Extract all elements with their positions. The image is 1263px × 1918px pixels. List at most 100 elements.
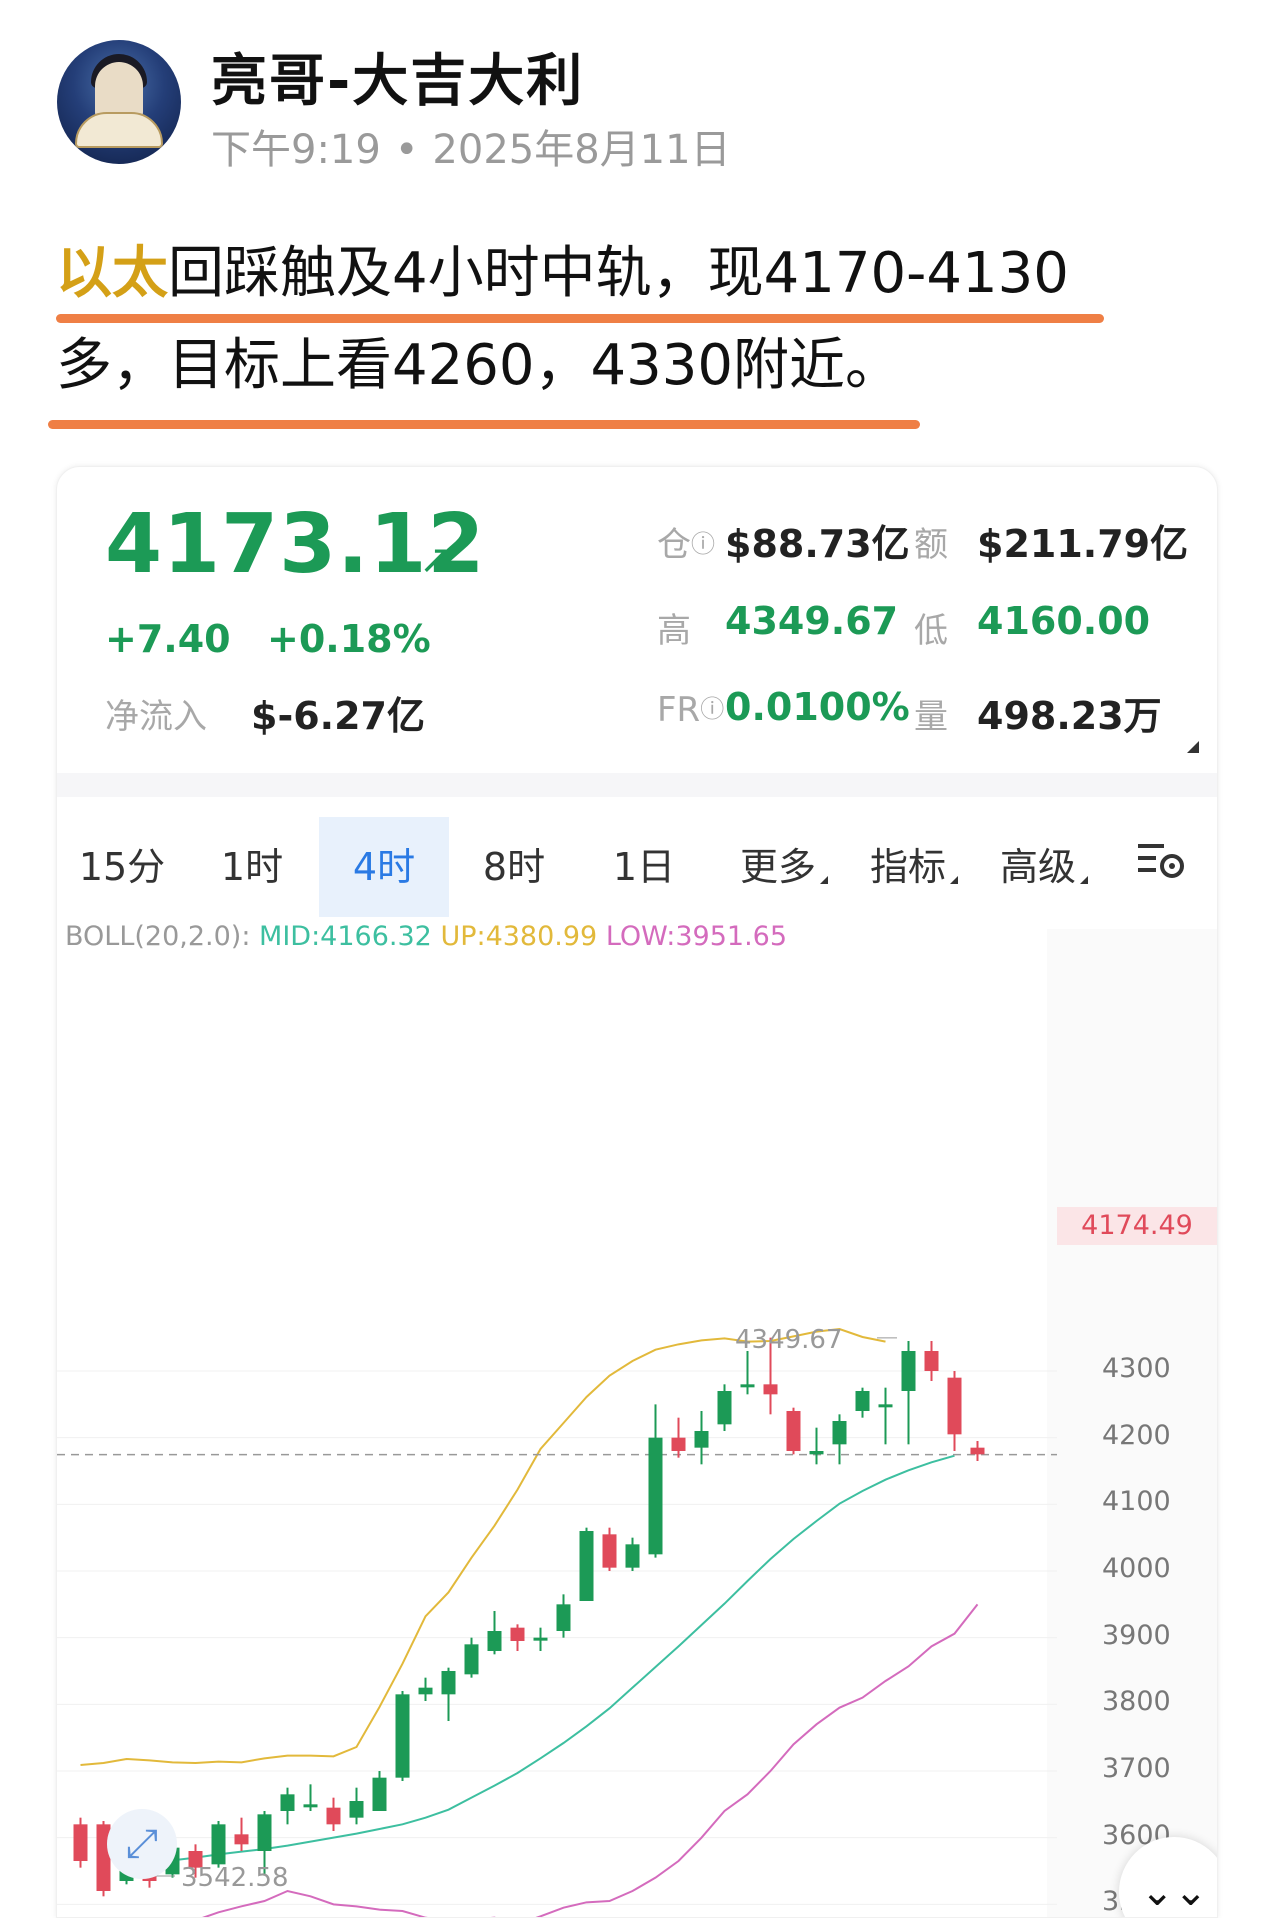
candle-body bbox=[441, 1671, 456, 1695]
info-icon[interactable]: ⓘ bbox=[691, 530, 715, 558]
candle-body bbox=[556, 1604, 571, 1631]
volume-label: 量 bbox=[914, 697, 948, 737]
scroll-down-icon[interactable]: ⌄⌄ bbox=[1119, 1837, 1217, 1917]
tab-1h[interactable]: 1时 bbox=[220, 845, 284, 889]
current-price-label: 4174.49 bbox=[1057, 1207, 1217, 1245]
high-value: 4349.67 bbox=[725, 599, 899, 643]
candle-body bbox=[648, 1437, 663, 1555]
expand-corner-icon[interactable] bbox=[1187, 741, 1199, 753]
y-tick-label: 3800 bbox=[1102, 1686, 1171, 1718]
oi-label: 仓ⓘ bbox=[657, 525, 715, 565]
tab-8h[interactable]: 8时 bbox=[482, 845, 546, 889]
y-tick-label: 4000 bbox=[1102, 1553, 1171, 1584]
boll-low-line bbox=[202, 1603, 979, 1917]
post-date: 2025年8月11日 bbox=[432, 127, 731, 173]
boll-legend: BOLL(20,2.0): MID:4166.32 UP:4380.99 LOW… bbox=[65, 921, 788, 952]
y-tick-label: 3900 bbox=[1102, 1619, 1171, 1651]
turnover-label: 额 bbox=[914, 525, 948, 565]
candle-body bbox=[234, 1834, 249, 1845]
y-tick-label: 4300 bbox=[1102, 1353, 1171, 1384]
meta-separator: • bbox=[394, 127, 419, 173]
candle-body bbox=[970, 1447, 985, 1455]
tab-4h[interactable]: 4时 bbox=[319, 817, 449, 917]
candle-body bbox=[878, 1404, 893, 1408]
turnover-value: $211.79亿 bbox=[977, 522, 1189, 566]
last-price: 4173.12 bbox=[105, 497, 486, 592]
section-divider bbox=[57, 773, 1217, 797]
high-annotation: 4349.67 bbox=[735, 1325, 843, 1355]
market-card: 4173.12 ↗ +7.40 +0.18% 净流入 $-6.27亿 仓ⓘ $8… bbox=[56, 466, 1218, 1918]
candle-body bbox=[901, 1351, 916, 1391]
candle-body bbox=[372, 1777, 387, 1811]
fr-value: 0.0100% bbox=[725, 685, 910, 729]
post-line-1-rest: 回踩触及4小时中轨，现4170-4130 bbox=[168, 241, 1069, 306]
candle-body bbox=[395, 1694, 410, 1778]
candle-body bbox=[464, 1644, 479, 1675]
low-annotation: 3542.58 bbox=[181, 1863, 289, 1893]
tab-15m[interactable]: 15分 bbox=[78, 845, 166, 889]
tab-more[interactable]: 更多 bbox=[719, 817, 849, 917]
candle-body bbox=[924, 1351, 939, 1371]
candle-body bbox=[326, 1807, 341, 1825]
volume-value: 498.23万 bbox=[977, 694, 1162, 738]
post-text: 以太回踩触及4小时中轨，现4170-4130 多，目标上看4260，4330附近… bbox=[56, 228, 1216, 412]
boll-up-line bbox=[80, 1327, 886, 1766]
avatar-fan bbox=[75, 112, 163, 148]
candle-body bbox=[280, 1794, 295, 1811]
candle-body bbox=[671, 1437, 686, 1451]
candlestick-chart[interactable]: 4349.67 3542.58 bbox=[57, 467, 1217, 1917]
post-meta: 下午9:19 • 2025年8月11日 bbox=[211, 117, 731, 175]
candle-body bbox=[73, 1824, 88, 1861]
low-value: 4160.00 bbox=[977, 599, 1151, 643]
price-change: +7.40 bbox=[105, 617, 231, 661]
candle-body bbox=[487, 1631, 502, 1651]
price-axis bbox=[1047, 929, 1217, 1917]
oi-value: $88.73亿 bbox=[725, 522, 910, 566]
netflow-label: 净流入 bbox=[105, 697, 207, 737]
post-highlight: 以太 bbox=[56, 241, 168, 306]
post-time: 下午9:19 bbox=[211, 127, 381, 173]
fr-label: FRⓘ bbox=[657, 690, 725, 730]
trend-up-icon: ↗ bbox=[419, 537, 453, 583]
high-label: 高 bbox=[657, 611, 691, 651]
candle-body bbox=[763, 1384, 778, 1395]
low-label: 低 bbox=[914, 611, 948, 651]
candle-body bbox=[510, 1627, 525, 1641]
candle-body bbox=[211, 1824, 226, 1865]
candle-body bbox=[303, 1804, 318, 1808]
candle-body bbox=[533, 1637, 548, 1641]
avatar[interactable] bbox=[57, 40, 181, 164]
candle-body bbox=[188, 1851, 203, 1868]
candle-body bbox=[809, 1451, 824, 1455]
tab-1d[interactable]: 1日 bbox=[612, 845, 676, 889]
candle-body bbox=[349, 1801, 364, 1818]
candle-body bbox=[740, 1384, 755, 1388]
candle-body bbox=[832, 1421, 847, 1445]
underline-1 bbox=[56, 314, 1104, 323]
fr-info-icon[interactable]: ⓘ bbox=[700, 695, 725, 723]
candle-body bbox=[694, 1431, 709, 1448]
author-name[interactable]: 亮哥-大吉大利 bbox=[211, 49, 585, 114]
netflow-value: $-6.27亿 bbox=[251, 694, 425, 738]
chart-settings-icon[interactable] bbox=[1117, 817, 1207, 917]
candle-body bbox=[257, 1814, 272, 1851]
boll-mid-line bbox=[172, 1454, 955, 1862]
candle-body bbox=[717, 1391, 732, 1425]
expand-chart-icon[interactable]: ⤢ bbox=[107, 1809, 177, 1879]
y-tick-label: 4200 bbox=[1102, 1419, 1171, 1451]
price-change-pct: +0.18% bbox=[267, 617, 431, 661]
candle-body bbox=[947, 1377, 962, 1435]
tab-indicators[interactable]: 指标 bbox=[849, 817, 979, 917]
candle-body bbox=[855, 1391, 870, 1411]
candle-body bbox=[602, 1534, 617, 1568]
candle-body bbox=[418, 1687, 433, 1695]
underline-2 bbox=[48, 420, 920, 429]
avatar-face bbox=[95, 62, 143, 120]
y-tick-label: 3700 bbox=[1102, 1753, 1171, 1784]
post-line-1: 以太回踩触及4小时中轨，现4170-4130 bbox=[56, 228, 1216, 320]
candle-body bbox=[579, 1531, 594, 1601]
y-tick-label: 4100 bbox=[1102, 1486, 1171, 1518]
post-line-2: 多，目标上看4260，4330附近。 bbox=[56, 333, 902, 398]
tab-advanced[interactable]: 高级 bbox=[979, 817, 1109, 917]
candle-body bbox=[625, 1544, 640, 1568]
